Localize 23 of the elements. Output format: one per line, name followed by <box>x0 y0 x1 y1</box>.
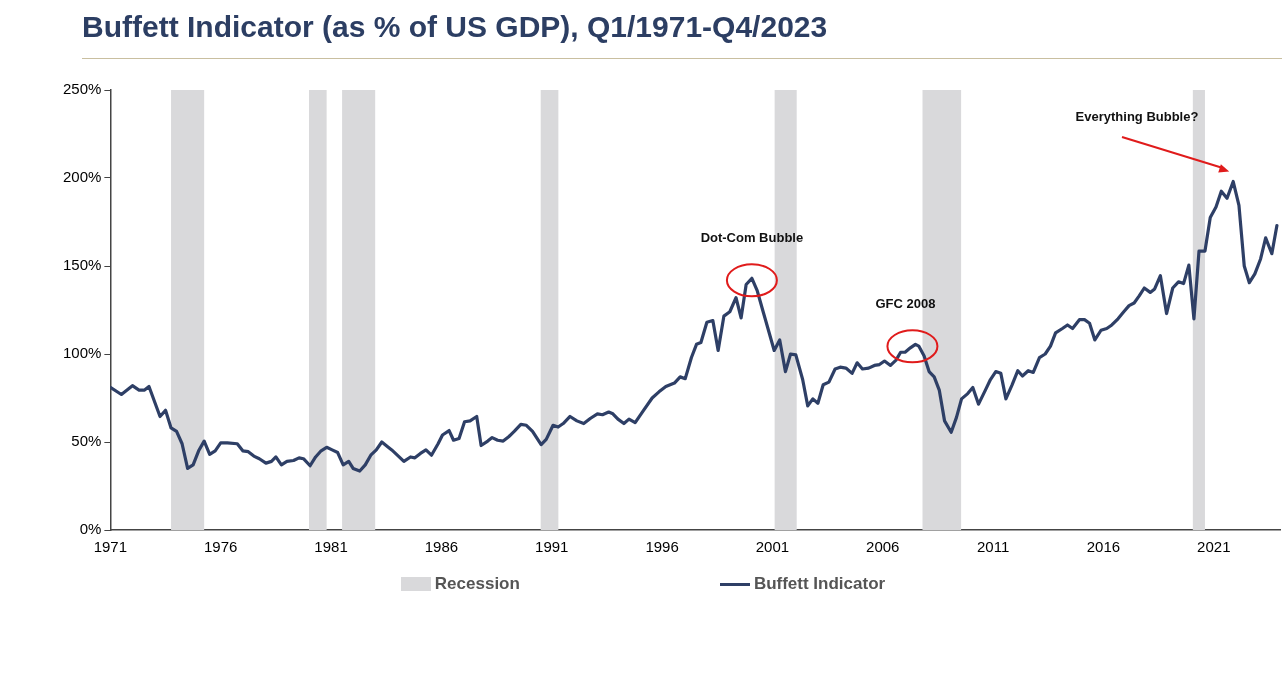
y-tick-label: 50% <box>71 432 102 450</box>
y-tick-label: 150% <box>62 256 102 274</box>
annotation: GFC 2008 <box>875 295 936 311</box>
annotation: Everything Bubble? <box>1075 108 1199 124</box>
chart-title: Buffett Indicator (as % of US GDP), Q1/1971-Q4/2023 <box>82 10 828 44</box>
x-tick-label: 1996 <box>645 538 679 556</box>
x-tick-label: 2011 <box>976 538 1010 556</box>
x-tick-label: 2001 <box>755 538 790 556</box>
annotation: Dot-Com Bubble <box>700 229 804 245</box>
y-tick-label: 0% <box>79 520 102 538</box>
x-tick-label: 1976 <box>204 538 238 556</box>
x-tick-label: 1981 <box>314 538 348 556</box>
legend-label: Recession <box>434 574 520 594</box>
x-tick-label: 2021 <box>1197 538 1231 556</box>
x-tick-label: 1971 <box>93 538 128 556</box>
x-tick-label: 1991 <box>535 538 569 556</box>
y-tick-label: 200% <box>62 168 102 186</box>
y-tick-label: 250% <box>62 80 102 98</box>
y-tick-label: 100% <box>62 344 102 362</box>
x-tick-label: 2016 <box>1086 538 1121 556</box>
x-tick-label: 2006 <box>866 538 900 556</box>
legend-label: Buffett Indicator <box>753 574 886 594</box>
x-tick-label: 1986 <box>424 538 459 556</box>
